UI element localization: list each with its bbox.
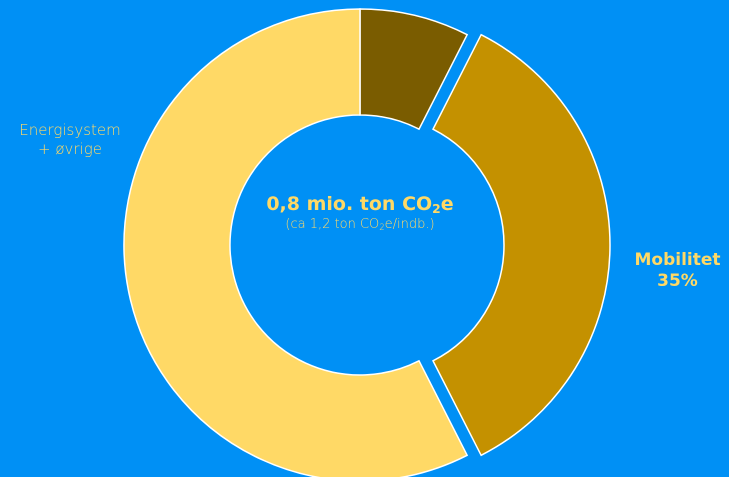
slice-energisystem [123,8,469,477]
slice-mobilitet [432,33,611,457]
slice-label-energisystem: Energisystem + øvrige [19,121,121,158]
center-per-capita: (ca 1,2 ton CO2e/indb.) [285,217,435,233]
center-total: 0,8 mio. ton CO2e [266,193,454,217]
slice-small [359,8,469,131]
slice-label-mobilitet: Mobilitet 35% [634,250,721,292]
center-label: 0,8 mio. ton CO2e (ca 1,2 ton CO2e/indb.… [215,193,505,232]
